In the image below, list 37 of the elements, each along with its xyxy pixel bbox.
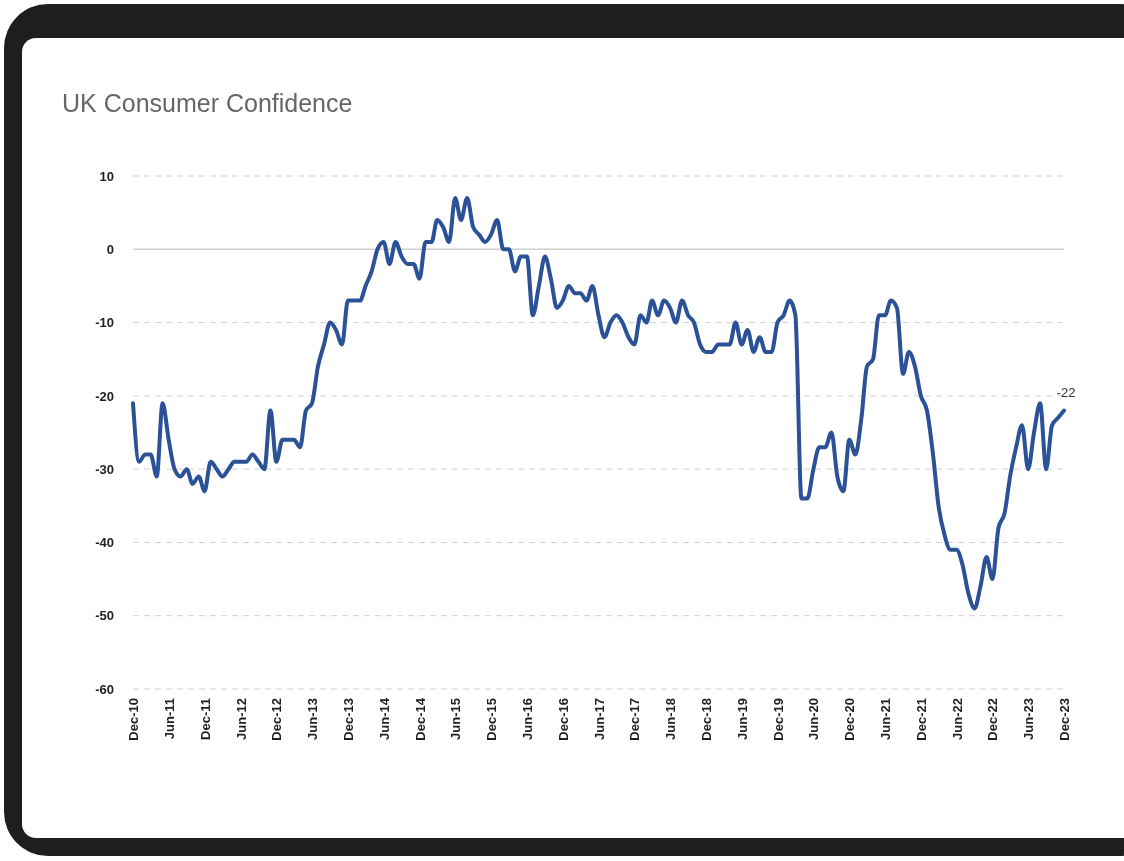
x-tick-label: Dec-18	[699, 698, 714, 741]
annotation: -22	[1056, 384, 1076, 400]
chart-title: UK Consumer Confidence	[62, 89, 353, 117]
y-tick-label: 10	[99, 168, 114, 184]
x-tick-label: Jun-17	[591, 698, 607, 740]
y-tick-label: 0	[106, 241, 114, 257]
x-tick-label: Jun-21	[878, 698, 894, 740]
y-tick-label: -60	[95, 681, 114, 697]
x-tick-label: Jun-14	[376, 697, 392, 740]
x-tick-label: Dec-14	[412, 697, 428, 741]
x-tick-label: Dec-11	[197, 698, 213, 740]
y-tick-label: -40	[95, 535, 114, 551]
x-tick-label: Dec-16	[555, 698, 571, 741]
x-tick-label: Dec-10	[126, 698, 142, 741]
x-tick-label: Dec-13	[340, 698, 356, 741]
x-tick-label: Jun-23	[1021, 698, 1037, 740]
x-tick-label: Dec-23	[1057, 698, 1073, 741]
x-tick-label: Jun-15	[448, 698, 464, 740]
x-tick-label: Jun-20	[806, 698, 822, 740]
x-tick-label: Jun-13	[305, 698, 321, 740]
x-tick-label: Dec-22	[985, 698, 1001, 741]
y-tick-label: -50	[95, 608, 114, 624]
x-tick-label: Jun-19	[734, 698, 750, 740]
x-tick-label: Jun-22	[949, 698, 965, 740]
x-tick-label: Dec-19	[770, 698, 786, 741]
x-tick-label: Jun-16	[519, 698, 535, 740]
x-tick-label: Jun-12	[233, 698, 249, 740]
x-tick-label: Jun-18	[663, 698, 679, 740]
y-tick-label: -10	[95, 315, 114, 331]
y-tick-label: -30	[95, 461, 114, 477]
x-tick-label: Dec-17	[627, 698, 643, 741]
x-tick-label: Jun-11	[161, 698, 177, 740]
x-tick-label: Dec-21	[913, 698, 929, 741]
y-tick-label: -20	[95, 388, 114, 404]
x-tick-label: Dec-20	[842, 698, 858, 741]
x-tick-label: Dec-12	[269, 698, 285, 741]
x-tick-label: Dec-15	[484, 698, 500, 741]
